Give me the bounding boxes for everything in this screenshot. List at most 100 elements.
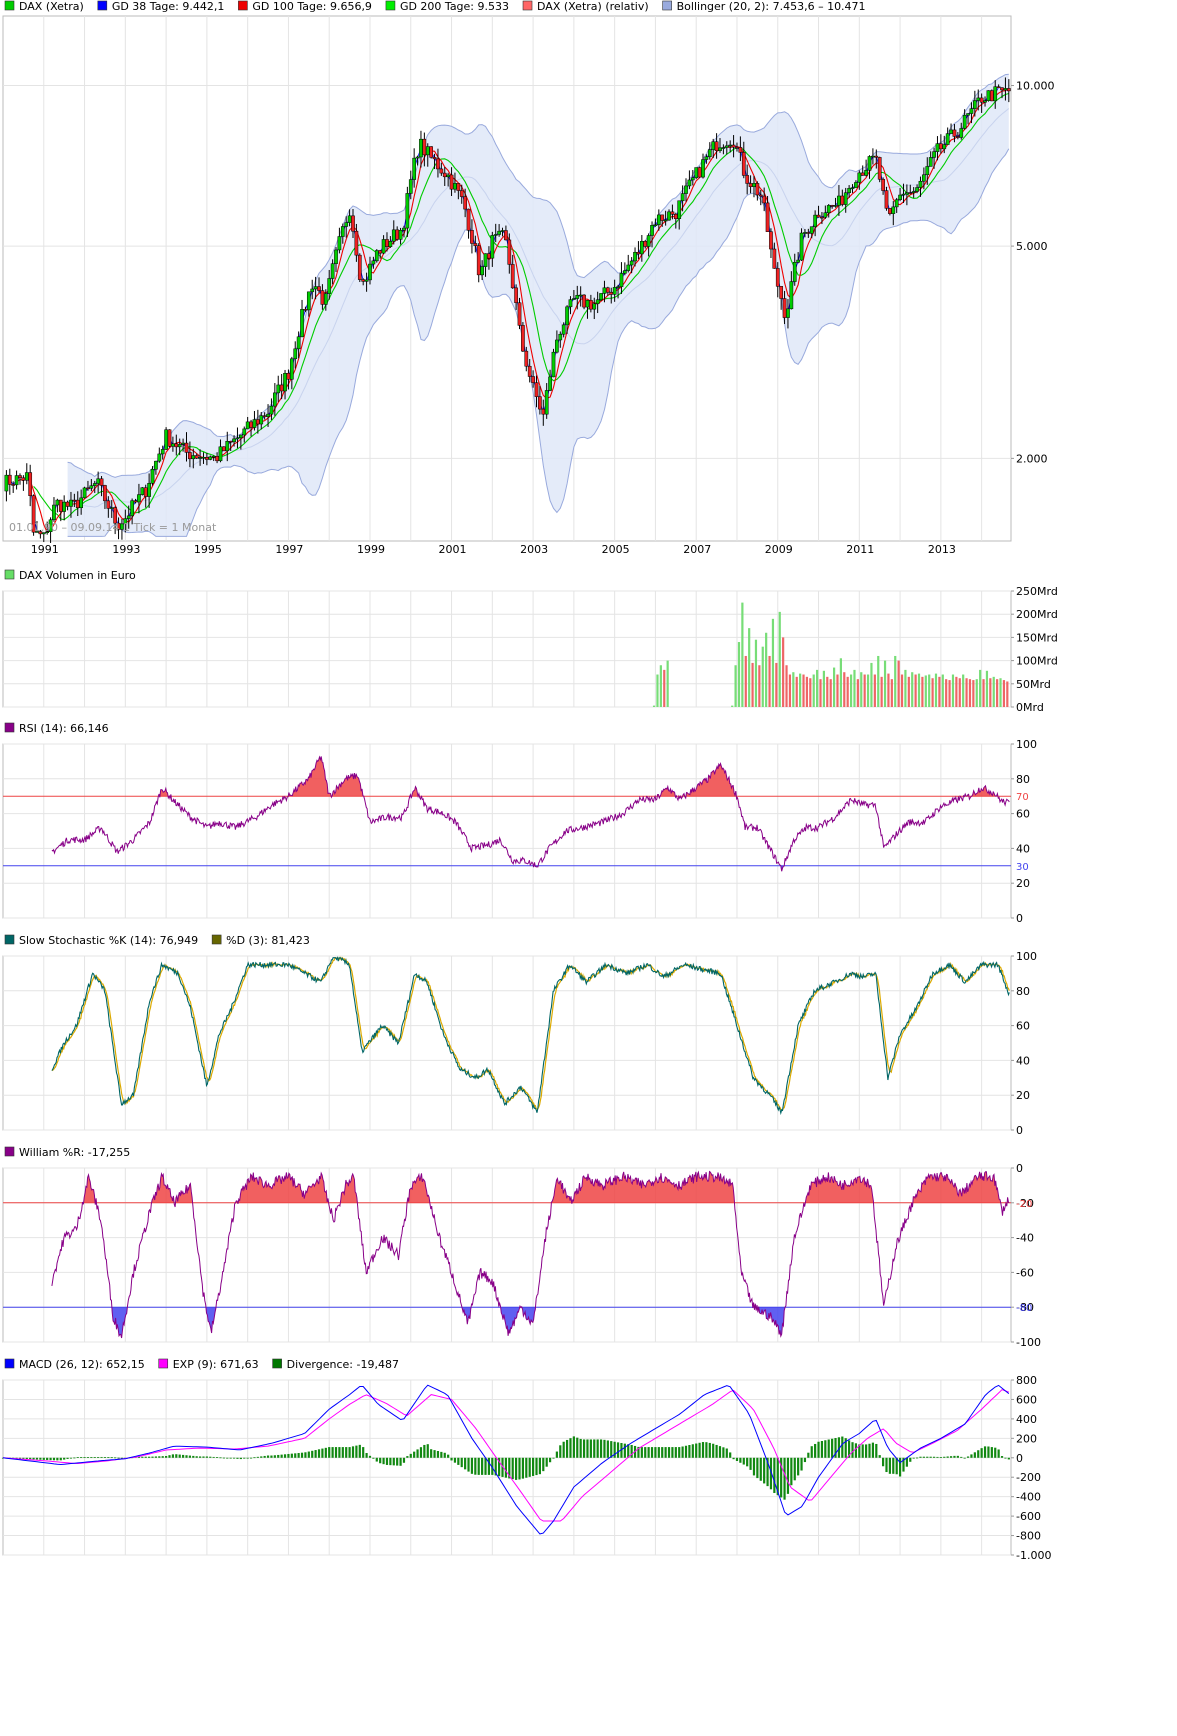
legend-item: EXP (9): 671,63 bbox=[158, 1358, 259, 1371]
legend-label: Divergence: -19,487 bbox=[287, 1358, 399, 1371]
legend-swatch bbox=[385, 0, 396, 11]
divergence-bar bbox=[368, 1455, 372, 1458]
candle-body bbox=[989, 90, 994, 102]
divergence-bar bbox=[929, 1456, 932, 1458]
divergence-bar bbox=[22, 1457, 25, 1459]
candle-body bbox=[262, 415, 267, 417]
volume-bar bbox=[917, 673, 921, 707]
candle-body bbox=[463, 196, 467, 210]
volume-bar bbox=[775, 662, 778, 707]
candle-body bbox=[160, 449, 165, 455]
divergence-bar bbox=[637, 1446, 640, 1458]
candle-body bbox=[276, 384, 281, 394]
divergence-bar bbox=[898, 1457, 902, 1477]
divergence-bar bbox=[188, 1455, 191, 1458]
volume-bar bbox=[788, 674, 792, 707]
x-tick-label: 1993 bbox=[112, 543, 140, 556]
candle-body bbox=[622, 270, 627, 274]
volume-bar bbox=[758, 665, 761, 707]
candle-body bbox=[653, 224, 658, 226]
divergence-bar bbox=[773, 1457, 776, 1493]
candle-body bbox=[585, 300, 590, 308]
candle-body bbox=[748, 183, 753, 187]
divergence-bar bbox=[103, 1457, 107, 1458]
divergence-bar bbox=[42, 1457, 45, 1460]
candle-body bbox=[272, 392, 277, 407]
volume-bar bbox=[826, 676, 829, 707]
volume-bar bbox=[812, 674, 815, 707]
divergence-bar bbox=[790, 1457, 793, 1486]
divergence-bar bbox=[545, 1457, 548, 1467]
divergence-bar bbox=[260, 1456, 263, 1458]
divergence-bar bbox=[610, 1441, 613, 1458]
candle-body bbox=[724, 145, 729, 148]
volume-bar bbox=[887, 673, 890, 707]
candle-body bbox=[459, 190, 464, 197]
divergence-bar bbox=[86, 1457, 90, 1458]
divergence-bar bbox=[324, 1447, 327, 1458]
divergence-bar bbox=[606, 1440, 609, 1458]
candle-body bbox=[840, 195, 845, 205]
williams-level-label: -80 bbox=[1016, 1303, 1032, 1314]
divergence-bar bbox=[396, 1457, 399, 1466]
candle-body bbox=[606, 287, 610, 293]
candle-body bbox=[850, 187, 855, 189]
candle-body bbox=[449, 174, 454, 190]
divergence-bar bbox=[814, 1443, 817, 1458]
divergence-bar bbox=[83, 1457, 86, 1458]
volume-bar bbox=[656, 674, 659, 707]
legend-swatch bbox=[97, 0, 108, 11]
candle-body bbox=[823, 212, 828, 218]
divergence-bar bbox=[576, 1437, 579, 1458]
divergence-bar bbox=[980, 1448, 983, 1458]
candle-body bbox=[697, 167, 702, 178]
candle-body bbox=[602, 287, 607, 294]
divergence-bar bbox=[630, 1444, 633, 1458]
divergence-bar bbox=[752, 1457, 756, 1476]
candle-body bbox=[507, 239, 512, 265]
legend-item: DAX (Xetra) (relativ) bbox=[522, 0, 649, 13]
divergence-bar bbox=[671, 1447, 674, 1458]
candle-body bbox=[578, 294, 583, 297]
divergence-bar bbox=[141, 1456, 144, 1458]
divergence-bar bbox=[915, 1457, 919, 1459]
candle-body bbox=[422, 138, 427, 156]
candle-body bbox=[252, 419, 257, 428]
candle-body bbox=[510, 264, 515, 289]
divergence-bar bbox=[783, 1457, 786, 1500]
williams-line bbox=[51, 1170, 1010, 1339]
macd-y-tick-label: -1.000 bbox=[1016, 1549, 1051, 1562]
candle-body bbox=[106, 500, 111, 509]
candle-body bbox=[959, 128, 964, 138]
divergence-bar bbox=[960, 1456, 963, 1458]
divergence-bar bbox=[535, 1457, 538, 1476]
macd-line bbox=[2, 1384, 1010, 1535]
divergence-bar bbox=[39, 1457, 42, 1460]
volume-y-tick-label: 0Mrd bbox=[1016, 701, 1044, 714]
divergence-bar bbox=[477, 1457, 480, 1475]
candle-body bbox=[395, 229, 400, 240]
divergence-bar bbox=[253, 1457, 256, 1459]
divergence-bar bbox=[766, 1457, 769, 1487]
candle-body bbox=[208, 456, 213, 460]
candle-body bbox=[762, 195, 767, 204]
divergence-bar bbox=[73, 1457, 76, 1459]
divergence-bar bbox=[582, 1439, 586, 1458]
candle-body bbox=[765, 202, 770, 232]
williams-level-label: -20 bbox=[1016, 1199, 1032, 1210]
divergence-bar bbox=[175, 1454, 178, 1458]
divergence-bar bbox=[732, 1457, 735, 1460]
x-tick-label: 1999 bbox=[357, 543, 385, 556]
candle-body bbox=[826, 205, 831, 214]
candle-body bbox=[728, 144, 733, 147]
volume-bar bbox=[1006, 681, 1009, 707]
candle-body bbox=[157, 453, 162, 462]
rsi-y-tick-label: 60 bbox=[1016, 808, 1030, 821]
divergence-bar bbox=[440, 1451, 443, 1458]
volume-bar bbox=[907, 676, 910, 707]
candle-body bbox=[636, 251, 641, 255]
candle-body bbox=[673, 213, 678, 219]
candle-body bbox=[18, 475, 22, 479]
candle-body bbox=[425, 146, 430, 156]
divergence-bar bbox=[678, 1447, 681, 1458]
